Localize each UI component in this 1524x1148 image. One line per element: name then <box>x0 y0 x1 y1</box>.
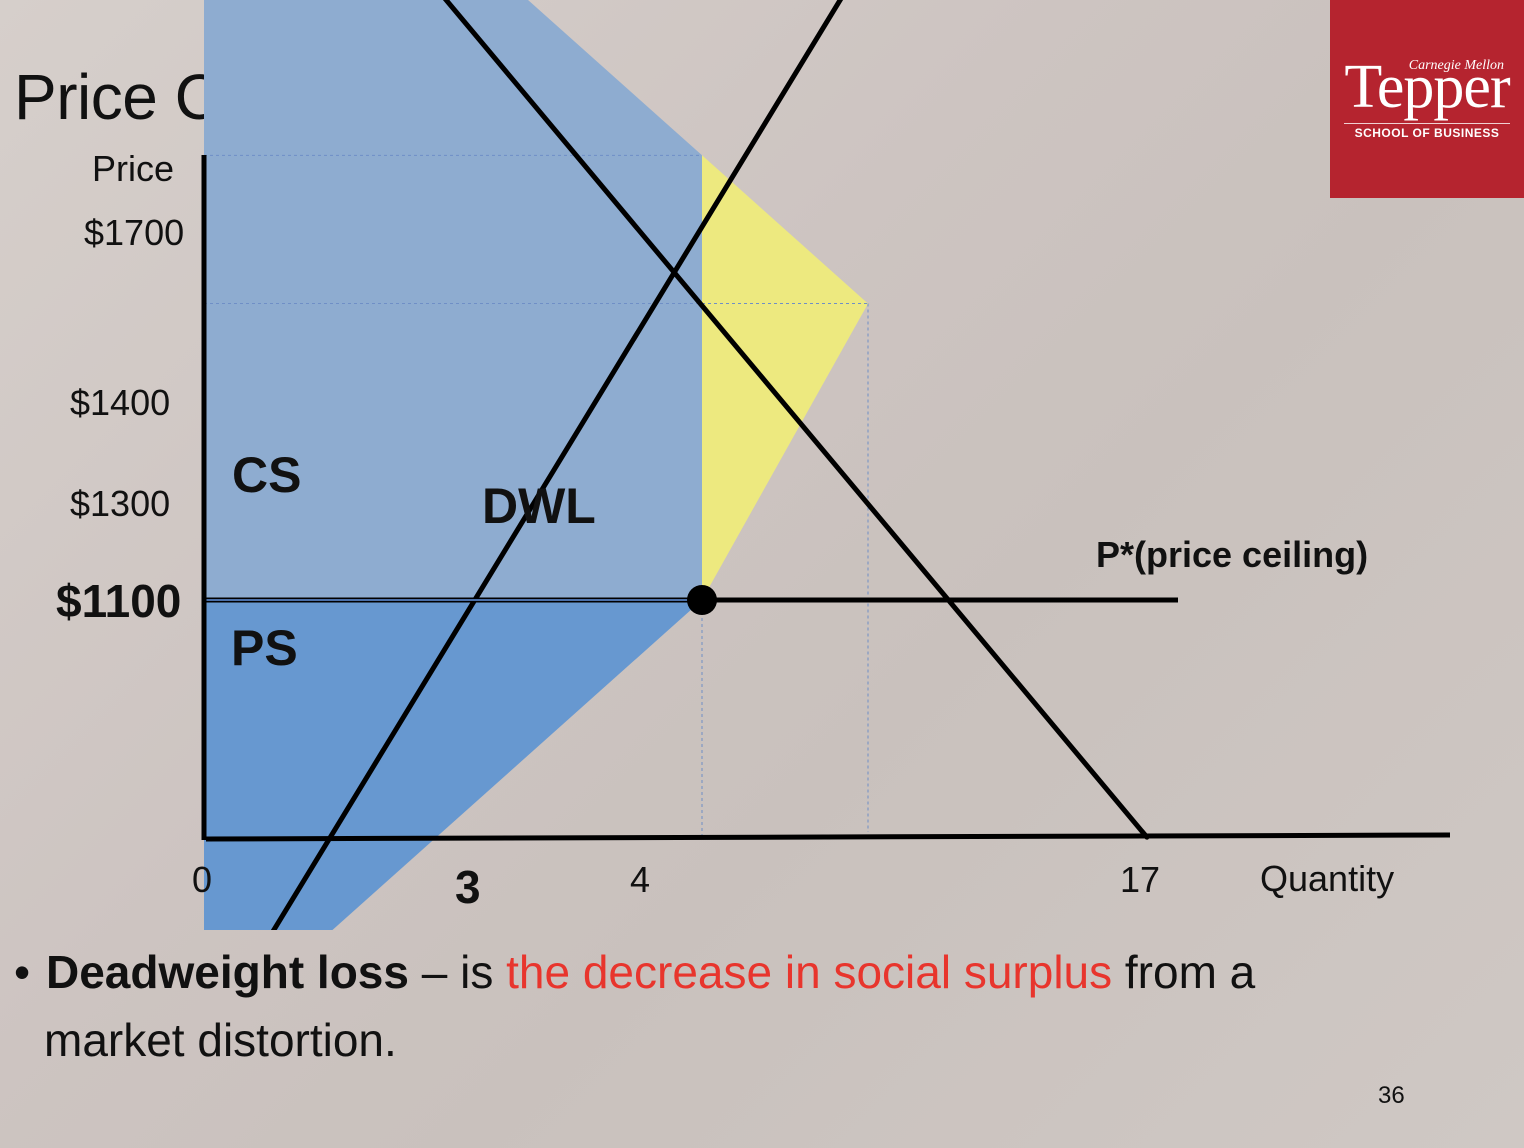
x-axis <box>205 832 1451 842</box>
region-ps <box>204 600 702 930</box>
x-tick-label-3: 3 <box>455 861 481 913</box>
curves <box>204 0 1178 930</box>
region-cs <box>204 0 702 600</box>
bullet-dot: • <box>14 946 31 998</box>
logo-wordmark: Tepper <box>1344 53 1510 121</box>
bullet-highlight: the decrease in social surplus <box>506 946 1113 998</box>
price-ceiling-label: P*(price ceiling) <box>1096 534 1368 575</box>
logo-university-text: Carnegie Mellon <box>1408 58 1504 73</box>
price-ceiling-chart: Price Quantity $1700 $1400 $1300 $1100 0 3 4 17 CS… <box>56 0 1451 930</box>
guide-lines <box>204 154 869 840</box>
region-label-cs: CS <box>232 447 301 503</box>
definition-bullet: • Deadweight loss – is the decrease in so… <box>14 938 1454 1074</box>
bullet-line2: market distortion. <box>44 1014 397 1066</box>
tepper-logo: Carnegie Mellon Tepper SCHOOL OF BUSINES… <box>1330 0 1524 198</box>
axes <box>201 155 1451 842</box>
y-tick-label-1100: $1100 <box>56 575 181 627</box>
bullet-dash: – is <box>408 946 507 998</box>
supply-curve <box>270 0 844 930</box>
x-tick-label-17: 17 <box>1120 859 1160 900</box>
y-tick-label-1700: $1700 <box>84 212 184 253</box>
page-number: 36 <box>1378 1082 1405 1109</box>
y-axis-label: Price <box>92 148 174 189</box>
bullet-term: Deadweight loss <box>46 946 409 998</box>
x-axis-label: Quantity <box>1260 858 1394 899</box>
y-tick-label-1400: $1400 <box>70 382 170 423</box>
surplus-regions <box>204 0 868 930</box>
region-label-dwl: DWL <box>482 478 596 534</box>
region-dwl <box>702 155 868 601</box>
region-label-ps: PS <box>231 620 298 676</box>
y-tick-label-1300: $1300 <box>70 483 170 524</box>
x-tick-label-0: 0 <box>192 859 212 900</box>
ceiling-point-marker <box>687 585 717 615</box>
bullet-rest: from a <box>1112 946 1256 998</box>
x-tick-label-4: 4 <box>630 859 650 900</box>
logo-school-text: SCHOOL OF BUSINESS <box>1354 126 1500 140</box>
chart-labels: Price Quantity $1700 $1400 $1300 $1100 0 3 4 17 CS… <box>56 148 1394 913</box>
logo-divider <box>1344 123 1510 124</box>
